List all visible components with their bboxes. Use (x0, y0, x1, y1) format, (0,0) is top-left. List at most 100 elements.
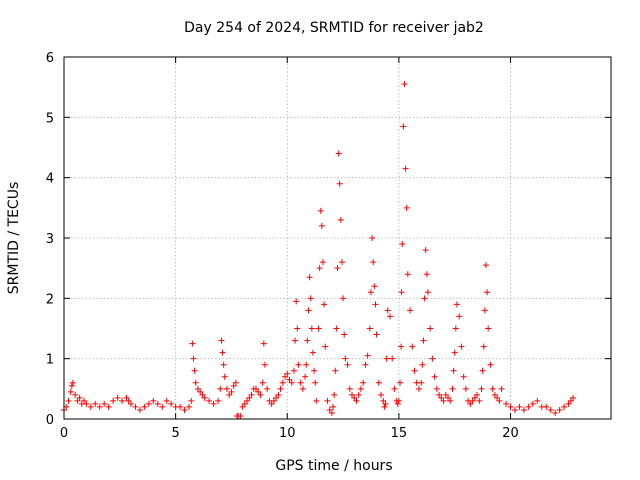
data-point (228, 388, 235, 395)
data-point (215, 397, 222, 404)
tick-labels: 0 5 10 15 20 0 1 2 3 4 5 6 (46, 51, 519, 441)
data-point (398, 289, 405, 296)
data-point (369, 235, 376, 241)
data-point (367, 289, 374, 296)
data-point (168, 400, 175, 407)
data-point (373, 331, 380, 338)
data-point (125, 397, 132, 404)
y-tick-label: 6 (46, 51, 54, 66)
axis-ticks (63, 56, 611, 420)
data-point (336, 180, 343, 187)
data-point (76, 394, 83, 401)
data-point (141, 403, 148, 410)
data-point (391, 385, 398, 392)
data-point (181, 406, 188, 413)
data-point (220, 361, 227, 368)
data-point (389, 355, 396, 362)
data-point (355, 391, 362, 398)
data-point (411, 367, 418, 374)
data-point (163, 397, 170, 404)
data-point (479, 367, 486, 374)
y-tick-label: 4 (46, 172, 54, 187)
data-point (420, 337, 427, 344)
data-point (436, 391, 443, 398)
y-tick-label: 2 (46, 292, 54, 307)
data-point (394, 400, 401, 407)
data-point (119, 397, 126, 404)
data-point (460, 373, 467, 380)
data-point (304, 337, 311, 344)
data-point (321, 301, 328, 308)
data-point (525, 403, 532, 410)
data-point (341, 331, 348, 338)
data-point (482, 262, 489, 269)
data-point (511, 406, 518, 413)
data-point (72, 391, 79, 398)
data-point (462, 385, 469, 392)
data-point (449, 385, 456, 392)
data-point (199, 391, 206, 398)
data-point (338, 259, 345, 266)
data-point (96, 403, 103, 410)
data-point (186, 403, 193, 410)
data-point (337, 216, 344, 223)
data-point (383, 355, 390, 362)
data-point (293, 298, 300, 305)
y-tick-label: 0 (46, 413, 54, 428)
data-point (334, 265, 341, 272)
data-point (328, 409, 335, 416)
data-point (431, 373, 438, 380)
data-point (232, 379, 239, 386)
y-tick-label: 1 (46, 353, 54, 368)
x-axis-label: GPS time / hours (275, 458, 392, 474)
data-point (67, 388, 74, 395)
data-point (552, 409, 559, 416)
data-point (299, 385, 306, 392)
data-point (447, 397, 454, 404)
data-point (440, 397, 447, 404)
data-point (268, 400, 275, 407)
data-point (570, 394, 577, 401)
data-point (458, 343, 465, 350)
data-point (288, 379, 295, 386)
data-point (478, 385, 485, 392)
data-point (487, 361, 494, 368)
data-point (123, 394, 130, 401)
data-point (237, 412, 244, 419)
data-point (401, 81, 408, 88)
data-point (331, 391, 338, 398)
data-point (259, 379, 266, 386)
data-point (384, 307, 391, 314)
data-point (302, 373, 309, 380)
data-point (451, 349, 458, 356)
data-point (342, 355, 349, 362)
data-point (279, 379, 286, 386)
data-point (81, 397, 88, 404)
data-point (346, 385, 353, 392)
data-point (286, 376, 293, 383)
data-point (154, 400, 161, 407)
data-point (105, 403, 112, 410)
data-point (223, 385, 230, 392)
data-point (498, 385, 505, 392)
data-point (489, 385, 496, 392)
data-point (83, 400, 90, 407)
data-point (485, 325, 492, 332)
data-point (87, 403, 94, 410)
data-point (306, 274, 313, 281)
data-point (132, 403, 139, 410)
data-point (400, 123, 407, 130)
data-point (101, 400, 108, 407)
data-point (297, 379, 304, 386)
data-point (399, 241, 406, 248)
x-tick-label: 5 (171, 426, 179, 441)
data-point (145, 400, 152, 407)
data-point (421, 295, 428, 302)
data-point (395, 397, 402, 404)
data-point (382, 400, 389, 407)
data-point (445, 394, 452, 401)
data-point (503, 400, 510, 407)
data-point (507, 403, 514, 410)
data-point (427, 325, 434, 332)
data-point (556, 406, 563, 413)
